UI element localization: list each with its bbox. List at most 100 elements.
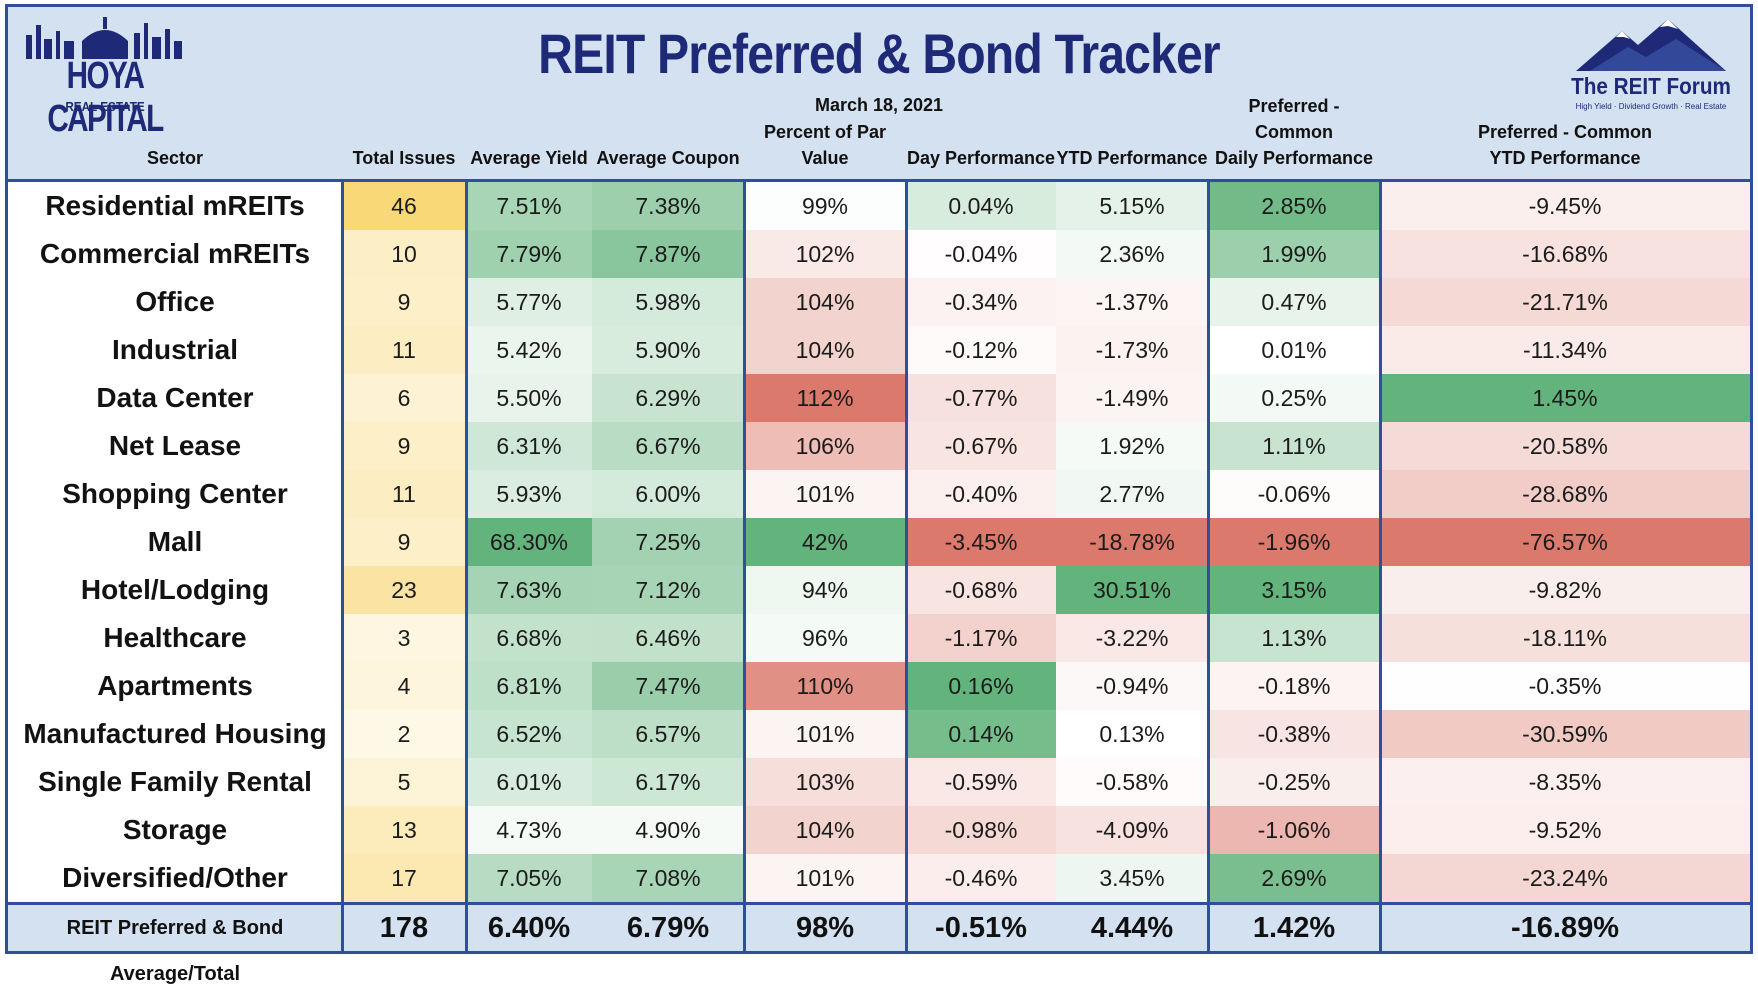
tracker-table-frame: HOYA CAPITAL REAL ESTATE REIT Preferred … bbox=[5, 4, 1753, 985]
table-row: Net Lease 9 6.31% 6.67% 106% -0.67% 1.92% 1.11%… bbox=[8, 422, 1750, 470]
table-header: HOYA CAPITAL REAL ESTATE REIT Preferred … bbox=[8, 7, 1750, 182]
cell-pref-common-ytd: -28.68% bbox=[1380, 470, 1750, 518]
cell-total-issues: 46 bbox=[342, 182, 466, 230]
cell-pref-common-ytd: -20.58% bbox=[1380, 422, 1750, 470]
header-total-issues: Total Issues bbox=[352, 148, 456, 168]
table-row: Apartments 4 6.81% 7.47% 110% 0.16% -0.94% -0.1… bbox=[8, 662, 1750, 710]
table-row: Residential mREITs 46 7.51% 7.38% 99% 0.04% 5.… bbox=[8, 182, 1750, 230]
cell-pref-common-daily: 1.11% bbox=[1208, 422, 1380, 470]
table-row: Healthcare 3 6.68% 6.46% 96% -1.17% -3.22% 1.13… bbox=[8, 614, 1750, 662]
cell-total-issues: 11 bbox=[342, 326, 466, 374]
cell-average-yield: 4.73% bbox=[466, 806, 592, 854]
column-divider bbox=[905, 182, 908, 951]
cell-ytd-performance: -3.22% bbox=[1056, 614, 1208, 662]
cell-pref-common-ytd: -21.71% bbox=[1380, 278, 1750, 326]
column-divider bbox=[743, 182, 746, 951]
cell-sector: Single Family Rental bbox=[8, 758, 342, 806]
cell-percent-of-par: 104% bbox=[744, 806, 906, 854]
total-percent-of-par: 98% bbox=[795, 912, 855, 944]
cell-day-performance: -0.77% bbox=[906, 374, 1056, 422]
cell-average-coupon: 7.87% bbox=[592, 230, 744, 278]
cell-sector: Apartments bbox=[8, 662, 342, 710]
cell-average-coupon: 7.25% bbox=[592, 518, 744, 566]
cell-day-performance: -0.12% bbox=[906, 326, 1056, 374]
cell-average-coupon: 7.47% bbox=[592, 662, 744, 710]
cell-pref-common-ytd: -9.45% bbox=[1380, 182, 1750, 230]
cell-pref-common-daily: 0.47% bbox=[1208, 278, 1380, 326]
cell-average-coupon: 7.38% bbox=[592, 182, 744, 230]
cell-pref-common-daily: 2.85% bbox=[1208, 182, 1380, 230]
cell-sector: Net Lease bbox=[8, 422, 342, 470]
cell-ytd-performance: 1.92% bbox=[1056, 422, 1208, 470]
cell-sector: Industrial bbox=[8, 326, 342, 374]
cell-day-performance: 0.14% bbox=[906, 710, 1056, 758]
cell-percent-of-par: 99% bbox=[744, 182, 906, 230]
header-ytd-performance: YTD Performance bbox=[1056, 148, 1208, 168]
cell-ytd-performance: -0.94% bbox=[1056, 662, 1208, 710]
cell-pref-common-daily: 1.99% bbox=[1208, 230, 1380, 278]
cell-sector: Shopping Center bbox=[8, 470, 342, 518]
table-body: Residential mREITs 46 7.51% 7.38% 99% 0.04% 5.… bbox=[8, 182, 1750, 902]
cell-day-performance: -0.59% bbox=[906, 758, 1056, 806]
cell-pref-common-ytd: -0.35% bbox=[1380, 662, 1750, 710]
cell-sector: Commercial mREITs bbox=[8, 230, 342, 278]
cell-pref-common-ytd: 1.45% bbox=[1380, 374, 1750, 422]
cell-pref-common-daily: 0.01% bbox=[1208, 326, 1380, 374]
cell-average-coupon: 5.98% bbox=[592, 278, 744, 326]
cell-percent-of-par: 103% bbox=[744, 758, 906, 806]
cell-average-yield: 68.30% bbox=[466, 518, 592, 566]
cell-average-coupon: 7.12% bbox=[592, 566, 744, 614]
cell-average-yield: 6.68% bbox=[466, 614, 592, 662]
reit-forum-logo: The REIT Forum High Yield · Dividend Gro… bbox=[1556, 17, 1746, 117]
table-row: Manufactured Housing 2 6.52% 6.57% 101% 0.14%… bbox=[8, 710, 1750, 758]
cell-percent-of-par: 101% bbox=[744, 854, 906, 902]
cell-ytd-performance: -1.73% bbox=[1056, 326, 1208, 374]
cell-average-coupon: 6.17% bbox=[592, 758, 744, 806]
column-divider bbox=[341, 182, 344, 951]
header-pref-common-daily: Preferred - Common Daily Performance bbox=[1214, 96, 1374, 168]
cell-average-yield: 7.51% bbox=[466, 182, 592, 230]
cell-total-issues: 9 bbox=[342, 422, 466, 470]
cell-average-yield: 5.50% bbox=[466, 374, 592, 422]
cell-pref-common-ytd: -8.35% bbox=[1380, 758, 1750, 806]
cell-ytd-performance: 30.51% bbox=[1056, 566, 1208, 614]
cell-average-coupon: 7.08% bbox=[592, 854, 744, 902]
mountain-icon bbox=[1576, 19, 1726, 71]
cell-pref-common-daily: -1.06% bbox=[1208, 806, 1380, 854]
cell-sector: Storage bbox=[8, 806, 342, 854]
cell-average-coupon: 4.90% bbox=[592, 806, 744, 854]
header-day-performance: Day Performance bbox=[906, 148, 1056, 168]
total-average-yield: 6.40% bbox=[487, 912, 571, 944]
cell-pref-common-ytd: -30.59% bbox=[1380, 710, 1750, 758]
cell-day-performance: 0.04% bbox=[906, 182, 1056, 230]
column-divider bbox=[1379, 182, 1382, 951]
cell-total-issues: 17 bbox=[342, 854, 466, 902]
cell-pref-common-daily: -1.96% bbox=[1208, 518, 1380, 566]
table-row: Hotel/Lodging 23 7.63% 7.12% 94% -0.68% 30.51%… bbox=[8, 566, 1750, 614]
cell-total-issues: 13 bbox=[342, 806, 466, 854]
cell-day-performance: -0.98% bbox=[906, 806, 1056, 854]
cell-percent-of-par: 101% bbox=[744, 470, 906, 518]
hoya-logo-line1: HOYA CAPITAL bbox=[47, 55, 164, 140]
header-average-coupon: Average Coupon bbox=[596, 148, 740, 168]
cell-pref-common-daily: -0.18% bbox=[1208, 662, 1380, 710]
cell-pref-common-daily: -0.06% bbox=[1208, 470, 1380, 518]
header-average-yield: Average Yield bbox=[470, 148, 588, 168]
cell-total-issues: 10 bbox=[342, 230, 466, 278]
total-sector: REIT Preferred & Bond Average/Total bbox=[66, 917, 284, 985]
cell-sector: Mall bbox=[8, 518, 342, 566]
hoya-capital-logo: HOYA CAPITAL REAL ESTATE bbox=[20, 15, 190, 140]
table-row: Diversified/Other 17 7.05% 7.08% 101% -0.46% 3… bbox=[8, 854, 1750, 902]
forum-logo-line2: High Yield · Dividend Growth · Real Esta… bbox=[1575, 102, 1727, 111]
header-pref-common-ytd: Preferred - Common YTD Performance bbox=[1477, 122, 1653, 168]
cell-percent-of-par: 104% bbox=[744, 278, 906, 326]
table-row: Single Family Rental 5 6.01% 6.17% 103% -0.59… bbox=[8, 758, 1750, 806]
cell-ytd-performance: 0.13% bbox=[1056, 710, 1208, 758]
cell-total-issues: 3 bbox=[342, 614, 466, 662]
cell-average-yield: 6.52% bbox=[466, 710, 592, 758]
cell-total-issues: 9 bbox=[342, 278, 466, 326]
cell-percent-of-par: 106% bbox=[744, 422, 906, 470]
cell-day-performance: -1.17% bbox=[906, 614, 1056, 662]
cell-total-issues: 9 bbox=[342, 518, 466, 566]
column-divider bbox=[465, 182, 468, 951]
